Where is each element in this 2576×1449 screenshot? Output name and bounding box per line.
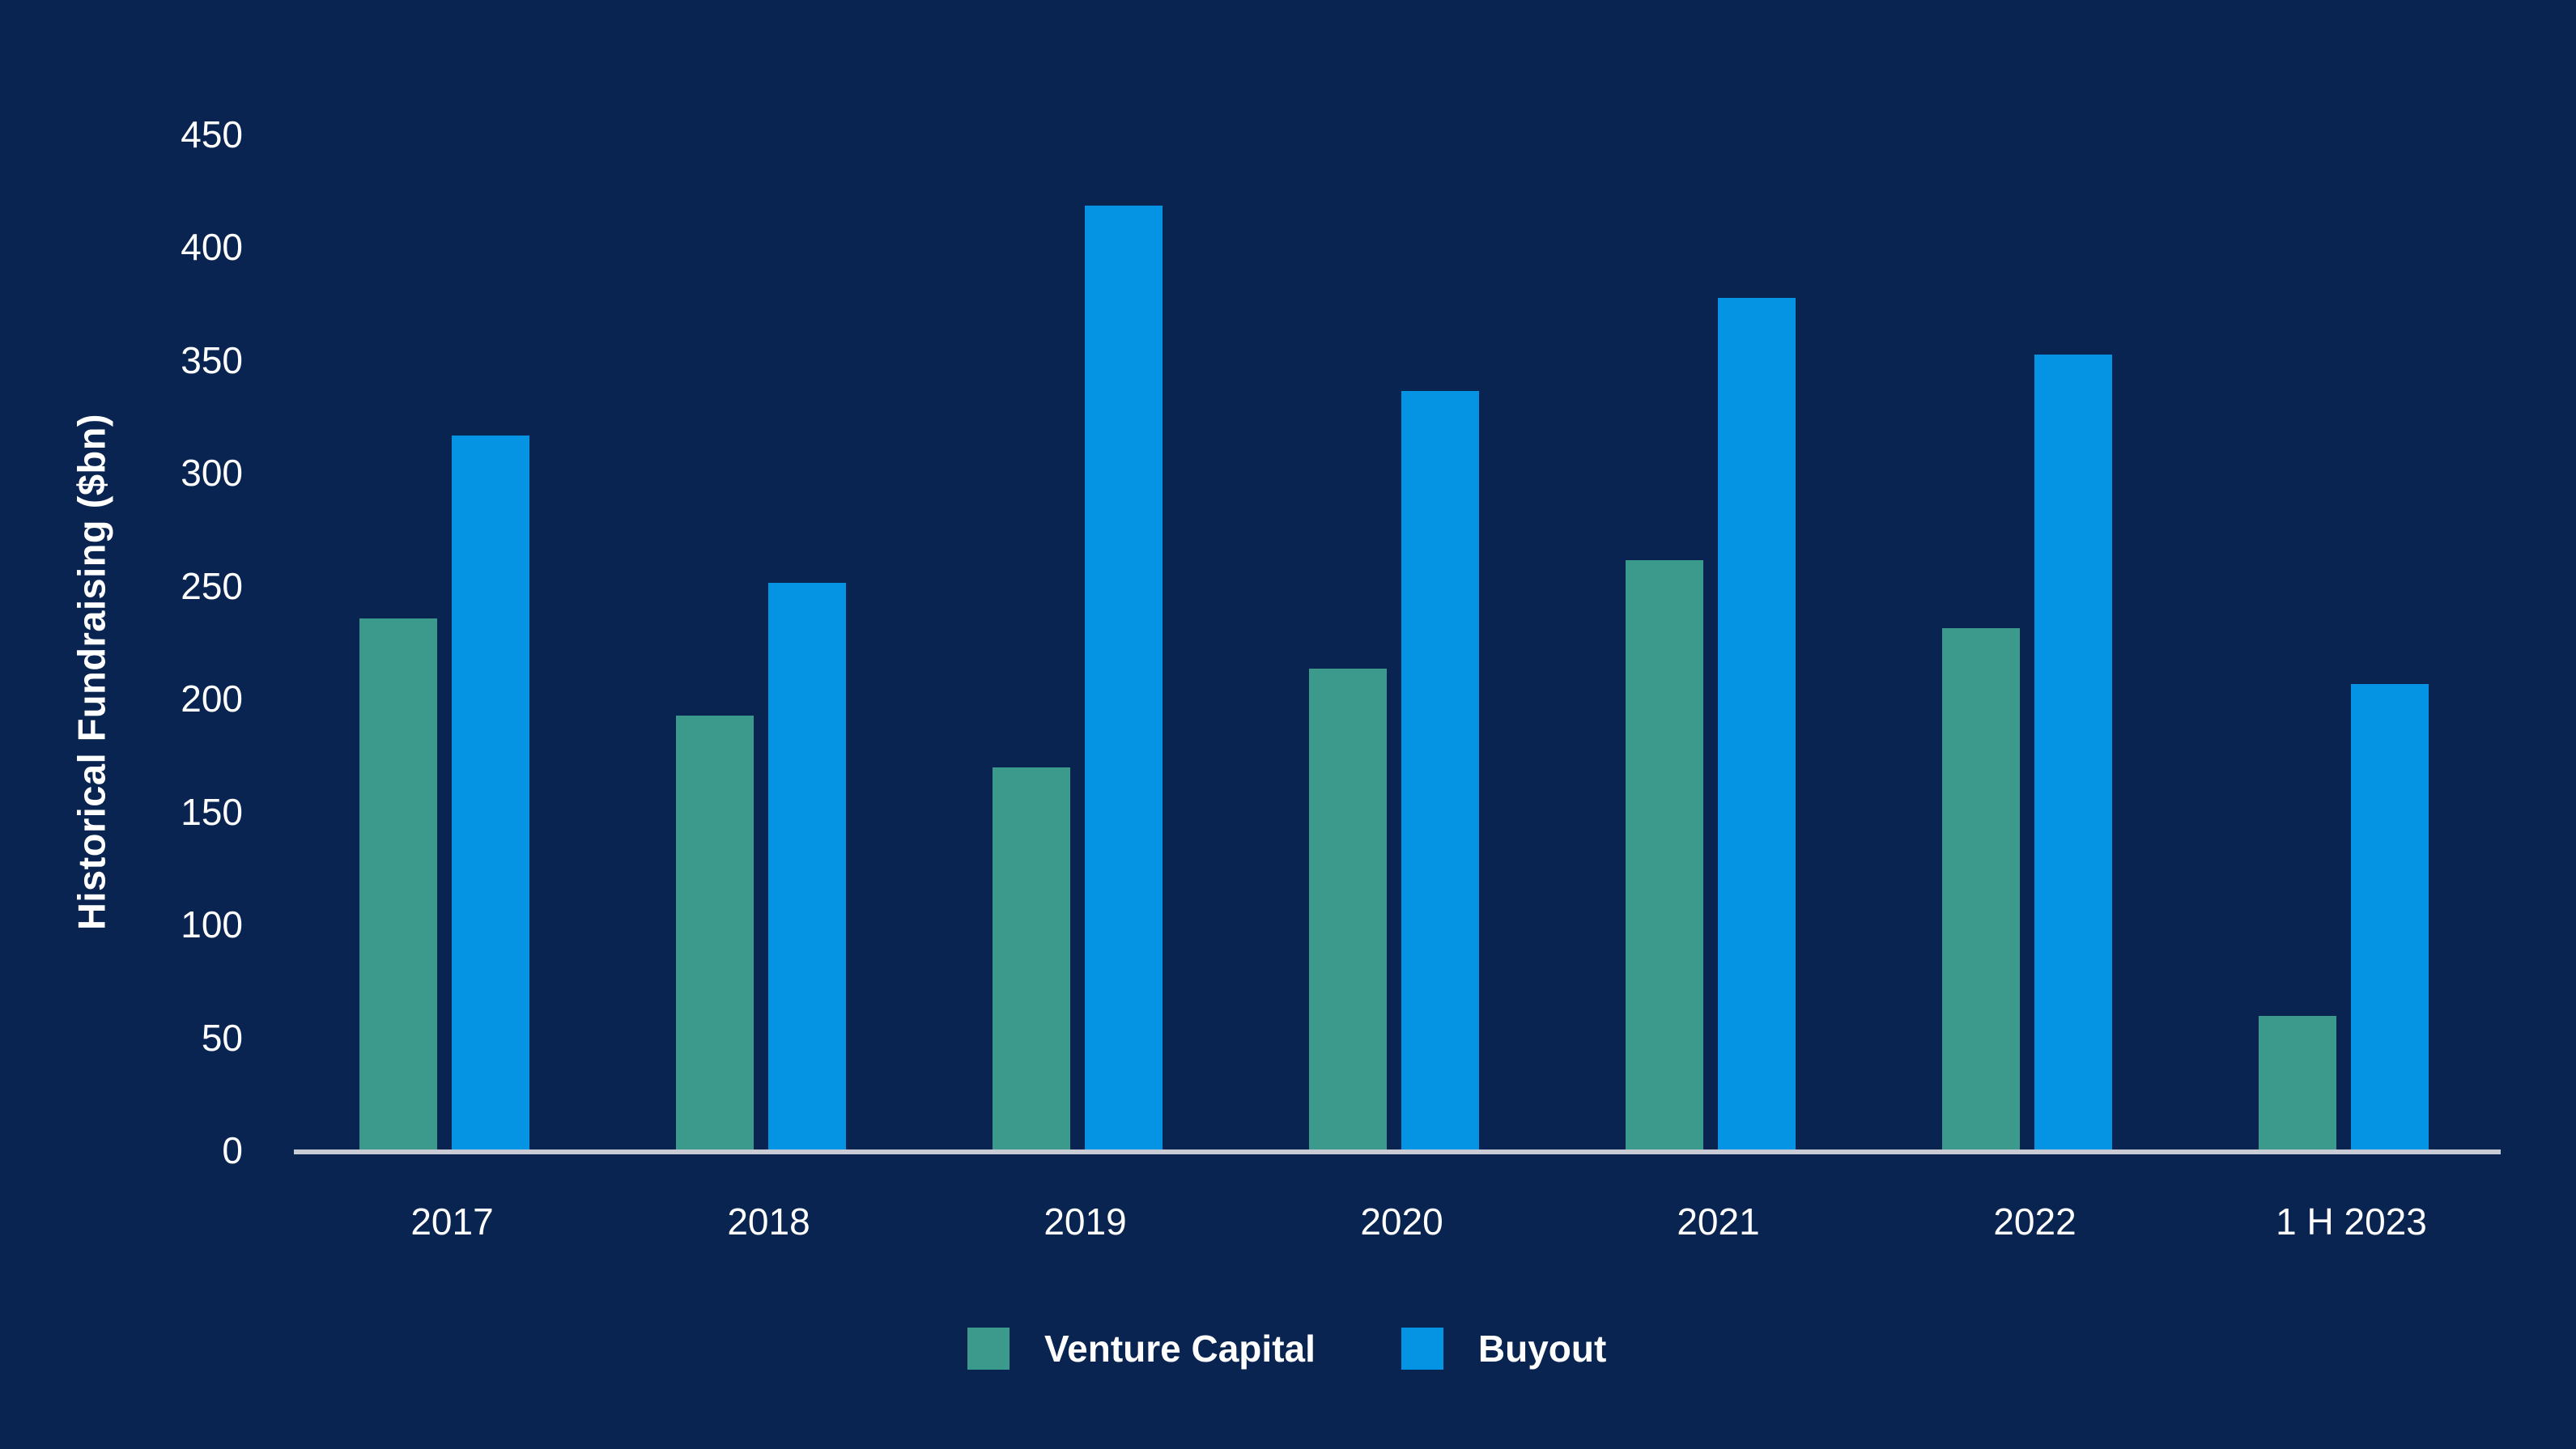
y-tick-label-200: 200 xyxy=(181,678,243,720)
bar-venture-capital-2017 xyxy=(359,618,437,1149)
x-axis-label-2018: 2018 xyxy=(727,1200,810,1243)
x-axis-label-2020: 2020 xyxy=(1360,1200,1443,1243)
legend-swatch-venture-capital xyxy=(967,1328,1010,1370)
y-tick-label-250: 250 xyxy=(181,564,243,607)
bar-buyout-2018 xyxy=(768,582,846,1149)
bar-venture-capital-2021 xyxy=(1626,559,1703,1149)
y-tick-label-100: 100 xyxy=(181,903,243,945)
y-tick-label-450: 450 xyxy=(181,113,243,155)
legend: Venture Capital Buyout xyxy=(967,1327,1606,1370)
bar-buyout-1H2023 xyxy=(2351,684,2429,1149)
legend-label-buyout: Buyout xyxy=(1477,1328,1607,1370)
y-tick-label-50: 50 xyxy=(201,1016,243,1059)
bar-venture-capital-2018 xyxy=(676,716,754,1149)
bar-buyout-2022 xyxy=(2034,354,2112,1149)
y-tick-label-400: 400 xyxy=(181,226,243,268)
legend-swatch-buyout xyxy=(1401,1328,1443,1370)
y-tick-label-350: 350 xyxy=(181,338,243,381)
x-axis-label-1H2023: 1 H 2023 xyxy=(2276,1200,2427,1243)
bar-buyout-2019 xyxy=(1085,205,1163,1149)
legend-item-venture-capital: Venture Capital xyxy=(967,1327,1316,1370)
bar-venture-capital-2019 xyxy=(993,767,1070,1149)
y-tick-label-150: 150 xyxy=(181,790,243,833)
x-axis-label-2022: 2022 xyxy=(1993,1200,2077,1243)
bar-buyout-2021 xyxy=(1718,298,1796,1149)
bar-buyout-2020 xyxy=(1401,390,1479,1149)
bar-venture-capital-1H2023 xyxy=(2259,1016,2336,1149)
bar-venture-capital-2022 xyxy=(1942,627,2020,1149)
legend-label-venture-capital: Venture Capital xyxy=(1044,1328,1316,1370)
legend-item-buyout: Buyout xyxy=(1401,1327,1606,1370)
y-axis-title: Historical Fundraising ($bn) xyxy=(70,413,113,931)
x-axis-label-2021: 2021 xyxy=(1677,1200,1760,1243)
bar-venture-capital-2020 xyxy=(1309,668,1387,1149)
bar-buyout-2017 xyxy=(452,436,529,1149)
x-axis-label-2017: 2017 xyxy=(410,1200,494,1243)
y-tick-label-0: 0 xyxy=(222,1129,243,1171)
x-axis-label-2019: 2019 xyxy=(1044,1200,1127,1243)
y-tick-label-300: 300 xyxy=(181,452,243,494)
x-axis-line xyxy=(294,1149,2501,1154)
